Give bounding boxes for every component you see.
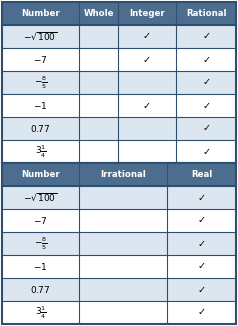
Bar <box>2 255 236 278</box>
Text: ✓: ✓ <box>198 261 206 272</box>
Text: ✓: ✓ <box>143 54 151 65</box>
Text: ✓: ✓ <box>198 285 206 294</box>
Text: ✓: ✓ <box>202 146 210 156</box>
Text: $-7$: $-7$ <box>33 215 48 226</box>
Bar <box>2 186 79 209</box>
Bar <box>2 278 236 301</box>
Text: ✓: ✓ <box>202 32 210 41</box>
Bar <box>2 232 236 255</box>
Text: $3\frac{1}{4}$: $3\frac{1}{4}$ <box>35 143 46 160</box>
Bar <box>2 209 236 232</box>
Bar <box>2 2 236 25</box>
Text: ✓: ✓ <box>202 100 210 111</box>
Bar <box>2 301 79 324</box>
Bar <box>2 301 236 324</box>
Bar <box>2 48 79 71</box>
Text: ✓: ✓ <box>202 124 210 134</box>
Bar <box>2 94 236 117</box>
Text: ✓: ✓ <box>198 192 206 202</box>
Text: $0.77$: $0.77$ <box>30 123 51 134</box>
Text: $3\frac{1}{4}$: $3\frac{1}{4}$ <box>35 304 46 321</box>
Bar <box>2 140 236 163</box>
Bar <box>2 140 79 163</box>
Text: $-\sqrt{100}$: $-\sqrt{100}$ <box>23 31 58 42</box>
Bar <box>2 209 79 232</box>
Bar <box>2 278 79 301</box>
Bar <box>2 71 236 94</box>
Bar <box>2 48 236 71</box>
Text: Whole: Whole <box>83 9 114 18</box>
Text: $-1$: $-1$ <box>33 261 48 272</box>
Text: $-\sqrt{100}$: $-\sqrt{100}$ <box>23 192 58 203</box>
Text: ✓: ✓ <box>143 100 151 111</box>
Text: Rational: Rational <box>186 9 226 18</box>
Bar <box>2 71 79 94</box>
Text: Integer: Integer <box>129 9 165 18</box>
Text: $-\frac{8}{5}$: $-\frac{8}{5}$ <box>34 235 47 252</box>
Text: $-7$: $-7$ <box>33 54 48 65</box>
Bar <box>2 163 236 186</box>
Bar <box>2 232 79 255</box>
Text: Number: Number <box>21 9 60 18</box>
Bar <box>2 117 236 140</box>
Bar <box>2 163 236 324</box>
Text: ✓: ✓ <box>198 307 206 318</box>
Text: ✓: ✓ <box>198 239 206 248</box>
Text: Number: Number <box>21 170 60 179</box>
Bar <box>2 25 79 48</box>
Bar <box>2 117 79 140</box>
Text: ✓: ✓ <box>202 78 210 87</box>
Text: ✓: ✓ <box>143 32 151 41</box>
Bar <box>2 186 236 209</box>
Bar <box>2 255 79 278</box>
Text: $-1$: $-1$ <box>33 100 48 111</box>
Text: Irrational: Irrational <box>100 170 146 179</box>
Text: $0.77$: $0.77$ <box>30 284 51 295</box>
Text: ✓: ✓ <box>198 215 206 226</box>
Bar <box>2 94 79 117</box>
Text: Real: Real <box>191 170 212 179</box>
Bar <box>2 2 236 163</box>
Text: $-\frac{8}{5}$: $-\frac{8}{5}$ <box>34 74 47 91</box>
Text: ✓: ✓ <box>202 54 210 65</box>
Bar <box>2 25 236 48</box>
